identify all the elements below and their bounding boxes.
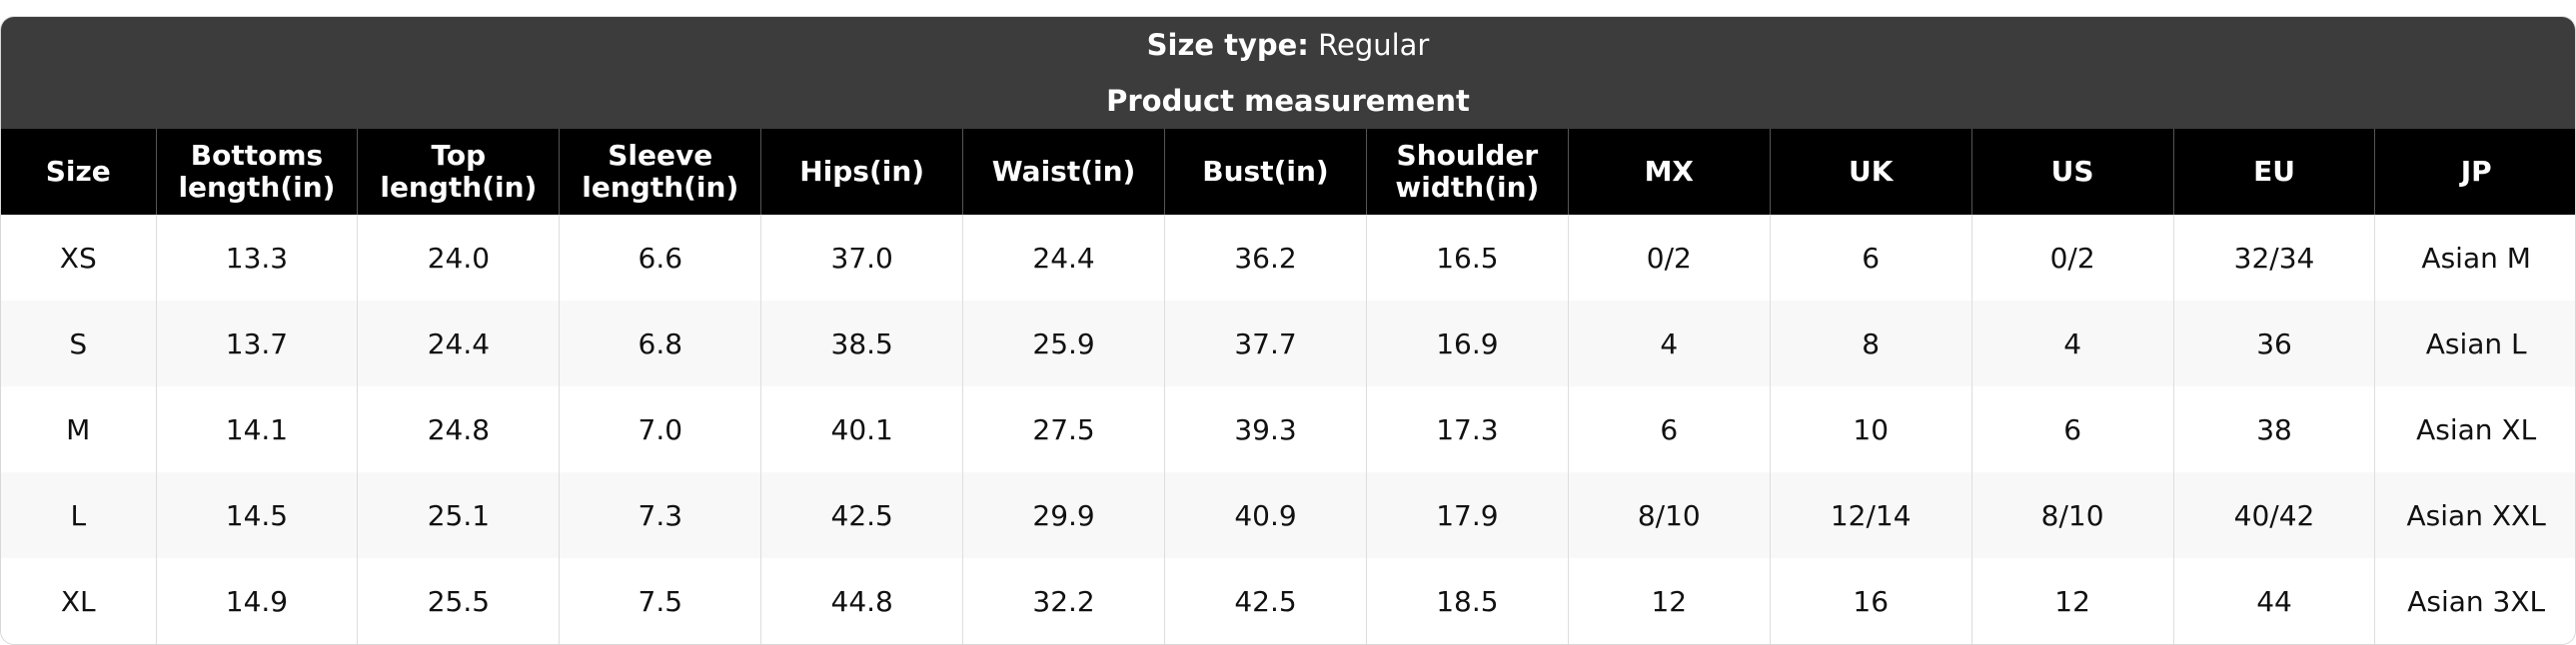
table-cell: 8/10	[1970, 472, 2174, 558]
column-header: Size	[1, 129, 156, 215]
table-cell: Asian 3XL	[2374, 558, 2575, 644]
size-type: Size type: Regular	[1, 17, 2575, 73]
table-cell: 29.9	[962, 472, 1165, 558]
table-cell: 0/2	[1567, 215, 1771, 301]
size-chart: Size type: Regular Product measurement S…	[0, 16, 2576, 645]
header-row: Size Bottoms length(in) Top length(in) Slee…	[1, 129, 2575, 215]
table-cell: 39.3	[1164, 386, 1367, 472]
table-cell: 16.9	[1365, 301, 1569, 386]
table-cell: 32.2	[962, 558, 1165, 644]
table-cell: 8	[1769, 301, 1972, 386]
table-cell: 38	[2172, 386, 2375, 472]
table-cell: 40/42	[2172, 472, 2375, 558]
column-header: Sleeve length(in)	[559, 129, 761, 215]
table-cell: 16.5	[1365, 215, 1569, 301]
table-cell: Asian XL	[2374, 386, 2575, 472]
table-cell: Asian XXL	[2374, 472, 2575, 558]
table-cell: 25.9	[962, 301, 1165, 386]
table-cell: 6	[1769, 215, 1972, 301]
table-cell: 24.4	[357, 301, 560, 386]
column-header: Bust(in)	[1164, 129, 1367, 215]
subtitle: Product measurement	[1106, 84, 1470, 118]
table-cell: M	[66, 412, 91, 446]
column-header: US	[1970, 129, 2174, 215]
column-header: Top length(in)	[357, 129, 560, 215]
table-cell: S	[1, 301, 156, 386]
table-cell: 25.5	[357, 558, 560, 644]
table-cell: 32/34	[2172, 215, 2375, 301]
table-cell: 6.8	[559, 301, 761, 386]
table-cell: 36	[2172, 301, 2375, 386]
table-cell: 12/14	[1769, 472, 1972, 558]
table-cell: 14.5	[155, 472, 358, 558]
table-cell: 27.5	[962, 386, 1165, 472]
table-header: Size type: Regular Product measurement	[1, 17, 2575, 129]
table-cell: 42.5	[760, 472, 963, 558]
table-cell: Asian L	[2374, 301, 2575, 386]
table-row: L 14.5 25.1 7.3 42.5 29.9 40.9 17.9 8/10 12/14 8/1…	[1, 472, 2575, 558]
table-row: XS 13.3 24.0 6.6 37.0 24.4 36.2 16.5 0/2 6 0/2 32/3…	[1, 215, 2575, 301]
column-header: Bottoms length(in)	[155, 129, 358, 215]
size-type-value: Regular	[1318, 28, 1430, 62]
size-type-label: Size type:	[1146, 28, 1309, 62]
table-cell: 7.5	[559, 558, 761, 644]
column-header: EU	[2172, 129, 2375, 215]
table-cell: 13.7	[155, 301, 358, 386]
table-cell: 12	[1970, 558, 2174, 644]
table-cell: 17.3	[1365, 386, 1569, 472]
table-row: M 14.1 24.8 7.0 40.1 27.5 39.3 17.3 6 10 6 38 Asian …	[1, 386, 2575, 472]
table-cell: 40.1	[760, 386, 963, 472]
table-cell: 7.3	[559, 472, 761, 558]
table-cell: 17.9	[1365, 472, 1569, 558]
table-cell: XS	[59, 241, 97, 275]
table-cell: 13.3	[155, 215, 358, 301]
table-cell: 42.5	[1164, 558, 1367, 644]
table-cell: XL	[60, 584, 96, 618]
table-cell: 36.2	[1164, 215, 1367, 301]
table-cell: 40.9	[1164, 472, 1367, 558]
table-cell: 25.1	[357, 472, 560, 558]
table-cell: 44.8	[760, 558, 963, 644]
column-header: MX	[1567, 129, 1771, 215]
table-cell: 24.4	[962, 215, 1165, 301]
table-cell: 6	[1970, 386, 2174, 472]
table-cell: 24.8	[357, 386, 560, 472]
column-header: Waist(in)	[962, 129, 1165, 215]
table-cell: 16	[1769, 558, 1972, 644]
table-cell: 6	[1567, 386, 1771, 472]
table-cell: 18.5	[1365, 558, 1569, 644]
table-cell: 7.0	[559, 386, 761, 472]
column-header: JP	[2374, 129, 2575, 215]
measurement-table: Size Bottoms length(in) Top length(in) Slee…	[1, 129, 2575, 644]
table-cell: 14.1	[155, 386, 358, 472]
table-cell: 38.5	[760, 301, 963, 386]
table-cell: 14.9	[155, 558, 358, 644]
table-row: XL 14.9 25.5 7.5 44.8 32.2 42.5 18.5 12 16 12 44 Asi…	[1, 558, 2575, 644]
table-cell: L	[1, 472, 156, 558]
table-cell: 24.0	[357, 215, 560, 301]
table-cell: Asian M	[2374, 215, 2575, 301]
table-cell: 10	[1769, 386, 1972, 472]
table-cell: 4	[1970, 301, 2174, 386]
table-cell: 6.6	[559, 215, 761, 301]
column-header: Hips(in)	[760, 129, 963, 215]
column-header: Shoulder width(in)	[1365, 129, 1569, 215]
table-cell: 37.0	[760, 215, 963, 301]
table-cell: 4	[1567, 301, 1771, 386]
column-header: UK	[1769, 129, 1972, 215]
table-cell: 12	[1567, 558, 1771, 644]
table-cell: 8/10	[1567, 472, 1771, 558]
table-cell: 37.7	[1164, 301, 1367, 386]
table-cell: 44	[2172, 558, 2375, 644]
table-cell: 0/2	[1970, 215, 2174, 301]
table-row: S 13.7 24.4 6.8 38.5 25.9 37.7 16.9 4 8 4 36 Asian L	[1, 301, 2575, 386]
